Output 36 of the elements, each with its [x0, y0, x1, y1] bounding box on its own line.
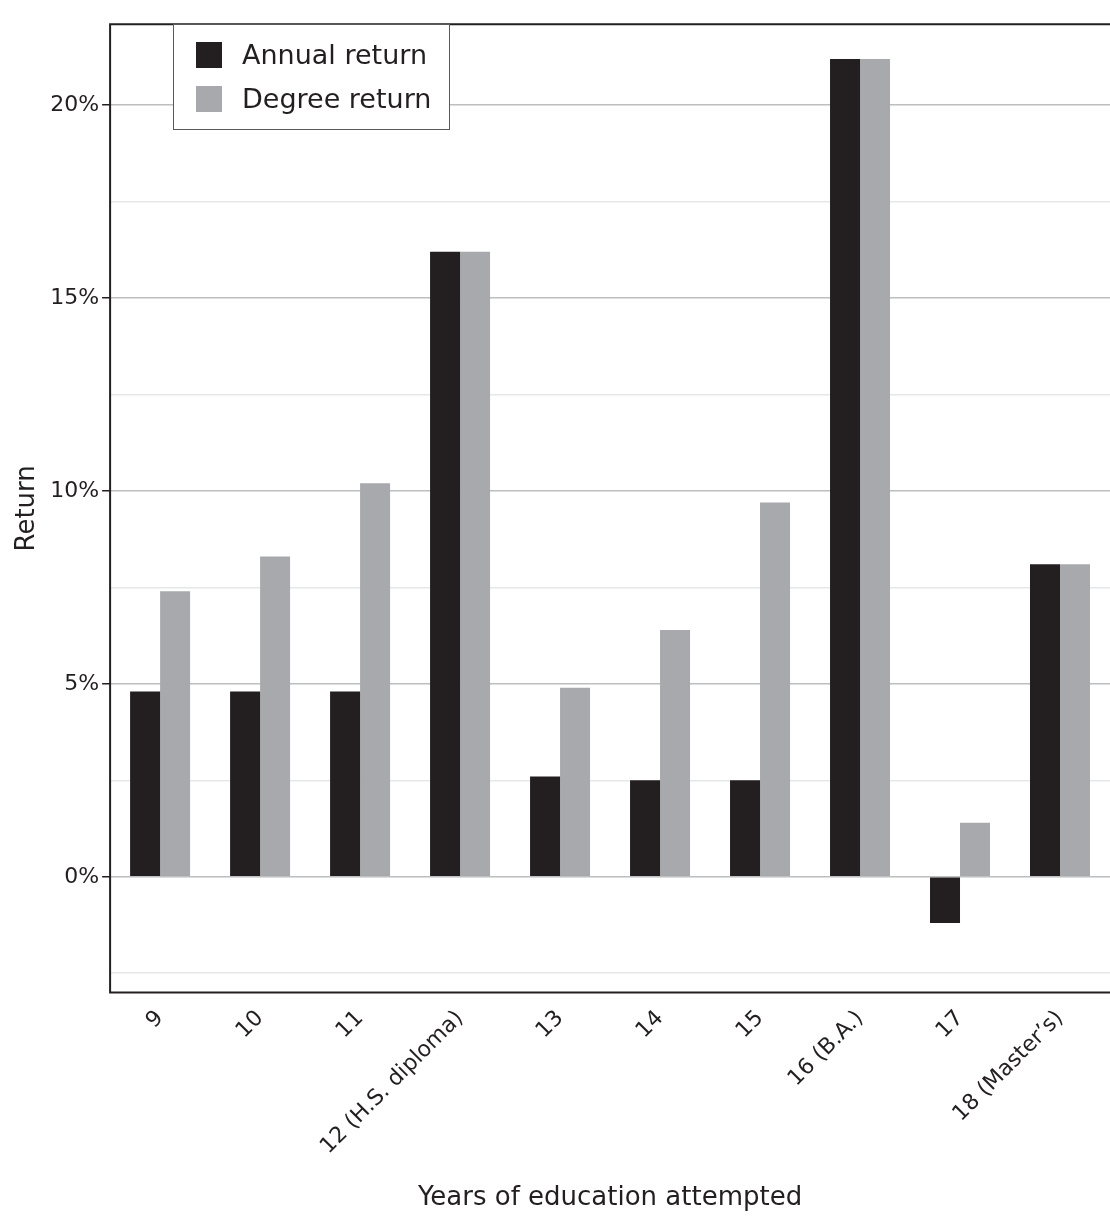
bar [630, 780, 661, 877]
bar [260, 556, 291, 877]
x-tick-label: 15 [730, 1004, 768, 1043]
x-tick-label: 10 [230, 1004, 268, 1043]
x-tick-label: 11 [330, 1004, 368, 1043]
y-tick-label: 20% [50, 90, 100, 116]
legend-label: Degree return [242, 82, 432, 116]
bar [530, 776, 561, 877]
y-tick-label: 10% [50, 476, 100, 502]
bar [760, 502, 791, 877]
bar [960, 822, 991, 877]
bar [1060, 564, 1090, 877]
bar [830, 58, 861, 877]
x-tick-label: 17 [930, 1004, 968, 1043]
bar [660, 629, 691, 877]
y-axis-title: Return [10, 465, 41, 552]
bar [730, 780, 761, 877]
bar [860, 58, 891, 877]
bar [430, 251, 461, 877]
x-axis-title: Years of education attempted [416, 1181, 803, 1212]
bar [1030, 564, 1061, 877]
bar [130, 691, 161, 877]
x-tick-label: 14 [630, 1004, 668, 1043]
bar [230, 691, 261, 877]
bar [360, 483, 391, 877]
y-tick-label: 15% [50, 283, 100, 309]
x-tick-label: 13 [530, 1004, 568, 1043]
bar [930, 877, 961, 924]
x-tick-label: 9 [140, 1004, 168, 1033]
y-tick-label: 0% [64, 862, 100, 888]
bar [160, 591, 191, 877]
legend-label: Annual return [242, 38, 427, 72]
y-tick-label: 5% [64, 669, 100, 695]
bar [560, 687, 591, 877]
bar [330, 691, 361, 877]
bar [460, 251, 491, 877]
